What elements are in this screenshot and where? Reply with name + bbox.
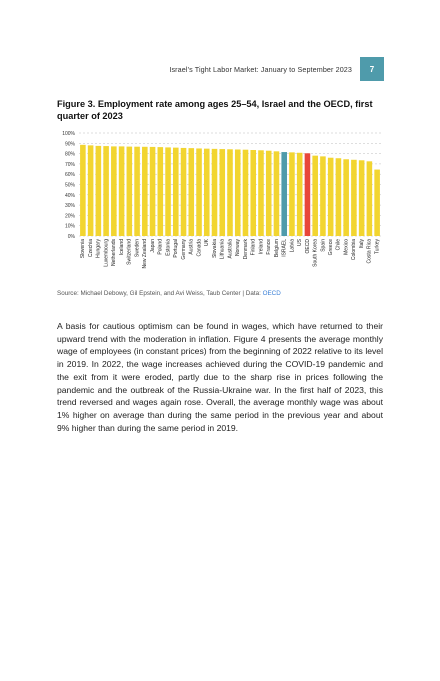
y-tick-label: 60% (65, 172, 76, 178)
bar-denmark (242, 149, 249, 236)
bar-south-korea (312, 155, 318, 236)
chart-svg: 0% 10% 20% 30% 40% 50% 60% 70% 80% 90% 100% Sloveni… (62, 131, 381, 269)
x-tick-label: Slovakia (212, 239, 218, 258)
y-tick-label: 10% (65, 224, 76, 230)
x-tick-label: Estonia (165, 239, 171, 256)
y-tick-label: 50% (65, 183, 76, 189)
x-tick-label: OECD (305, 239, 311, 254)
employment-rate-chart: 0% 10% 20% 30% 40% 50% 60% 70% 80% 90% 100% Sloveni… (57, 128, 383, 280)
bar-us (296, 152, 303, 236)
x-tick-label: Turkey (374, 239, 380, 255)
x-tick-label: Sweden (134, 239, 140, 257)
bar-latvia (289, 152, 295, 236)
bar-ireland (258, 150, 264, 236)
bar-poland (157, 147, 164, 236)
bar-slovakia (211, 148, 218, 236)
x-tick-label: Denmark (243, 239, 249, 260)
figure-title: Figure 3. Employment rate among ages 25–… (57, 99, 373, 121)
bar-greece (327, 157, 334, 236)
x-tick-label: Belgium (274, 239, 280, 257)
page-number-badge: 7 (360, 57, 384, 81)
body-paragraph: A basis for cautious optimism can be fou… (57, 321, 383, 433)
x-tick-label: Portugal (173, 239, 179, 258)
y-tick-label: 100% (62, 131, 75, 137)
x-tick-label: France (266, 239, 272, 255)
y-tick-label: 20% (65, 213, 76, 219)
bar-netherlands (111, 146, 117, 236)
figure-source: Source: Michael Debowy, Gil Epstein, and… (57, 290, 387, 297)
x-tick-label: Czechia (88, 239, 94, 257)
x-tick-label: Latvia (289, 239, 295, 253)
x-tick-label: Hungary (96, 239, 102, 258)
y-tick-label: 0% (68, 234, 76, 240)
bar-japan (149, 146, 156, 236)
y-tick-label: 30% (65, 203, 76, 209)
bar-switzerland (126, 146, 133, 236)
bar-colombia (351, 159, 357, 236)
bar-turkey (374, 169, 380, 236)
x-tick-label: Iceland (119, 239, 125, 255)
bar-france (265, 150, 272, 236)
bar-slovenia (80, 144, 86, 236)
x-tick-label: Poland (158, 239, 164, 255)
x-tick-label: Netherlands (111, 239, 117, 266)
bar-costa-rica (366, 161, 373, 236)
x-tick-label: New Zealand (142, 239, 148, 269)
bar-germany (180, 147, 187, 236)
bar-lithuania (219, 149, 226, 236)
x-tick-label: Costa Rica (367, 239, 373, 264)
bar-uk (203, 148, 210, 236)
x-tick-label: Ireland (258, 239, 264, 255)
x-tick-label: Lithuania (220, 239, 226, 260)
x-tick-label: UK (204, 238, 210, 246)
bar-norway (234, 149, 241, 236)
y-tick-label: 70% (65, 162, 76, 168)
bar-israel (281, 152, 287, 236)
x-tick-label: Germany (181, 239, 187, 260)
bar-iceland (118, 146, 125, 236)
x-tick-label: Australia (227, 239, 233, 259)
x-tick-label: Luxembourg (103, 239, 109, 267)
x-tick-label: Slovenia (80, 239, 86, 258)
source-text: Source: Michael Debowy, Gil Epstein, and… (57, 290, 263, 297)
bar-belgium (273, 151, 280, 236)
bar-spain (320, 156, 326, 236)
bar-chile (335, 158, 342, 236)
x-tick-label: Mexico (343, 239, 349, 255)
x-tick-label: US (297, 238, 303, 246)
bar-sweden (134, 146, 140, 236)
x-tick-label: South Korea (313, 239, 319, 267)
bar-italy (358, 160, 365, 236)
x-tick-label: Finland (251, 239, 257, 256)
bar-australia (227, 149, 233, 236)
x-tick-label: Canada (196, 239, 202, 257)
x-tick-label: Italy (359, 239, 365, 249)
bar-mexico (343, 159, 349, 236)
x-tick-label: Norway (235, 239, 241, 256)
bar-new-zealand (142, 146, 148, 236)
bar-portugal (173, 147, 179, 236)
bar-finland (250, 149, 257, 236)
y-tick-label: 80% (65, 152, 76, 158)
source-link-oecd[interactable]: OECD (262, 290, 281, 297)
x-tick-label: Switzerland (127, 239, 133, 265)
x-tick-label: Austria (189, 239, 195, 255)
bar-hungary (95, 145, 102, 236)
x-tick-label: Chile (336, 239, 342, 251)
x-tick-label: Colombia (351, 239, 357, 260)
bar-luxembourg (103, 146, 109, 236)
bar-canada (196, 148, 202, 236)
page-header: Israel’s Tight Labor Market: January to … (169, 57, 384, 81)
x-tick-label: Spain (320, 239, 326, 252)
x-tick-label: ISRAEL (282, 239, 288, 257)
bar-oecd (304, 153, 311, 236)
running-title: Israel’s Tight Labor Market: January to … (169, 64, 352, 74)
bar-austria (188, 148, 195, 236)
x-tick-label: Greece (328, 239, 334, 256)
bar-estonia (165, 147, 171, 236)
x-tick-label: Japan (150, 239, 156, 253)
y-tick-label: 40% (65, 193, 76, 199)
y-tick-label: 90% (65, 141, 76, 147)
bar-czechia (87, 145, 94, 236)
